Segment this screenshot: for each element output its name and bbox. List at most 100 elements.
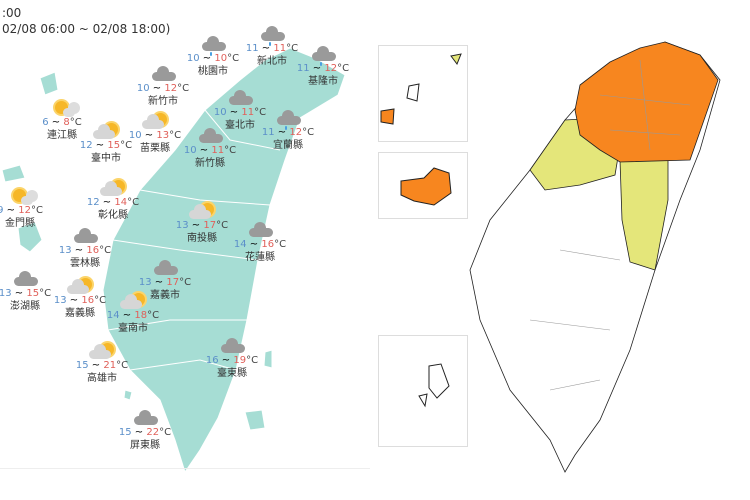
temp-range: 6 ~ 8°C xyxy=(42,117,82,128)
high-temp: 19 xyxy=(233,355,247,366)
high-temp: 12 xyxy=(289,127,303,138)
temp-range: 10 ~ 10°C xyxy=(186,53,240,64)
station-name: 嘉義縣 xyxy=(65,308,95,319)
station-新竹市: 10 ~ 12°C 新竹市 xyxy=(123,66,203,108)
unit: °C xyxy=(159,427,172,438)
unit: °C xyxy=(274,239,287,250)
cloud-rain-icon xyxy=(273,110,303,130)
station-name: 澎湖縣 xyxy=(10,301,40,312)
inset-matsu xyxy=(378,45,468,142)
unit: °C xyxy=(30,205,43,216)
high-temp: 15 xyxy=(26,288,40,299)
low-temp: 6 xyxy=(42,117,49,128)
station-name: 桃園市 xyxy=(198,66,228,77)
station-name: 臺南市 xyxy=(118,323,148,334)
temp-range: 14 ~ 18°C xyxy=(106,310,160,321)
station-嘉義縣: 13 ~ 16°C 嘉義縣 xyxy=(40,278,120,320)
unit: °C xyxy=(227,53,240,64)
unit: °C xyxy=(169,130,182,141)
partly-cloudy-icon xyxy=(118,293,148,309)
temp-range: 12 ~ 14°C xyxy=(86,197,140,208)
unit: °C xyxy=(94,295,107,306)
station-新北市: 11 ~ 11°C 新北市 xyxy=(232,26,312,68)
station-臺北市: 10 ~ 11°C 臺北市 xyxy=(200,90,280,132)
temp-range: 10 ~ 11°C xyxy=(213,107,267,118)
station-name: 花蓮縣 xyxy=(245,252,275,263)
station-name: 臺北市 xyxy=(225,120,255,131)
station-name: 嘉義市 xyxy=(150,290,180,301)
cloudy-icon xyxy=(130,410,160,426)
low-temp: 14 xyxy=(233,239,247,250)
cloudy-icon xyxy=(10,271,40,287)
penghu-island xyxy=(17,221,43,253)
high-temp: 8 xyxy=(63,117,70,128)
cloudy-icon xyxy=(225,90,255,106)
station-name: 臺中市 xyxy=(91,153,121,164)
high-temp: 11 xyxy=(273,43,287,54)
header-time: :00 xyxy=(2,6,22,20)
high-temp: 21 xyxy=(103,360,117,371)
temp-range: 15 ~ 21°C xyxy=(75,360,129,371)
unit: °C xyxy=(99,245,112,256)
station-嘉義市: 13 ~ 17°C 嘉義市 xyxy=(125,260,205,302)
temp-range: 12 ~ 15°C xyxy=(79,140,133,151)
low-temp: 10 xyxy=(183,145,197,156)
unit: °C xyxy=(337,63,350,74)
station-基隆市: 11 ~ 12°C 基隆市 xyxy=(283,46,363,88)
cloudy-icon xyxy=(148,66,178,82)
high-temp: 16 xyxy=(261,239,275,250)
station-name: 苗栗縣 xyxy=(140,143,170,154)
high-temp: 16 xyxy=(86,245,100,256)
green-island xyxy=(263,349,273,369)
inset-kinmen xyxy=(378,152,468,219)
temp-range: 16 ~ 19°C xyxy=(205,355,259,366)
partly-cloudy-icon xyxy=(98,180,128,196)
warning-map xyxy=(469,41,721,473)
low-temp: 11 xyxy=(245,43,259,54)
low-temp: 12 xyxy=(79,140,93,151)
station-彰化縣: 12 ~ 14°C 彰化縣 xyxy=(73,180,153,222)
station-name: 新竹市 xyxy=(148,96,178,107)
temp-range: 9 ~ 12°C xyxy=(0,204,60,217)
low-temp: 13 xyxy=(0,288,12,299)
unit: °C xyxy=(147,310,160,321)
low-temp: 11 xyxy=(261,127,275,138)
station-金門縣: 9 ~ 12°C 金門縣 xyxy=(0,188,60,230)
temp-range: 13 ~ 16°C xyxy=(53,295,107,306)
cloudy-icon xyxy=(70,228,100,244)
station-name: 連江縣 xyxy=(47,130,77,141)
station-屏東縣: 15 ~ 22°C 屏東縣 xyxy=(105,410,185,452)
high-temp: 10 xyxy=(214,53,228,64)
high-temp: 11 xyxy=(241,107,255,118)
unit: °C xyxy=(246,355,259,366)
high-temp: 15 xyxy=(107,140,121,151)
sunny-icon xyxy=(5,188,38,205)
low-temp: 14 xyxy=(106,310,120,321)
temp-range: 14 ~ 16°C xyxy=(233,239,287,250)
high-temp: 12 xyxy=(164,83,178,94)
station-南投縣: 13 ~ 17°C 南投縣 xyxy=(162,203,242,245)
station-name: 雲林縣 xyxy=(70,258,100,269)
unit: °C xyxy=(302,127,315,138)
station-name: 新北市 xyxy=(257,56,287,67)
low-temp: 16 xyxy=(205,355,219,366)
partly-cloudy-icon xyxy=(91,123,121,139)
divider xyxy=(0,468,370,469)
unit: °C xyxy=(120,140,133,151)
unit: °C xyxy=(177,83,190,94)
temp-range: 11 ~ 12°C xyxy=(261,127,315,138)
high-temp: 13 xyxy=(156,130,170,141)
sunny-icon xyxy=(47,100,80,117)
unit: °C xyxy=(254,107,267,118)
forecast-map xyxy=(1,47,346,474)
high-temp: 17 xyxy=(166,277,180,288)
station-name: 臺東縣 xyxy=(217,368,247,379)
station-新竹縣: 10 ~ 11°C 新竹縣 xyxy=(170,128,250,170)
cloud-rain-icon xyxy=(198,36,228,56)
unit: °C xyxy=(39,288,52,299)
station-苗栗縣: 10 ~ 13°C 苗栗縣 xyxy=(115,113,195,155)
cloudy-icon xyxy=(245,222,275,238)
station-name: 金門縣 xyxy=(5,218,35,229)
low-temp: 10 xyxy=(136,83,150,94)
